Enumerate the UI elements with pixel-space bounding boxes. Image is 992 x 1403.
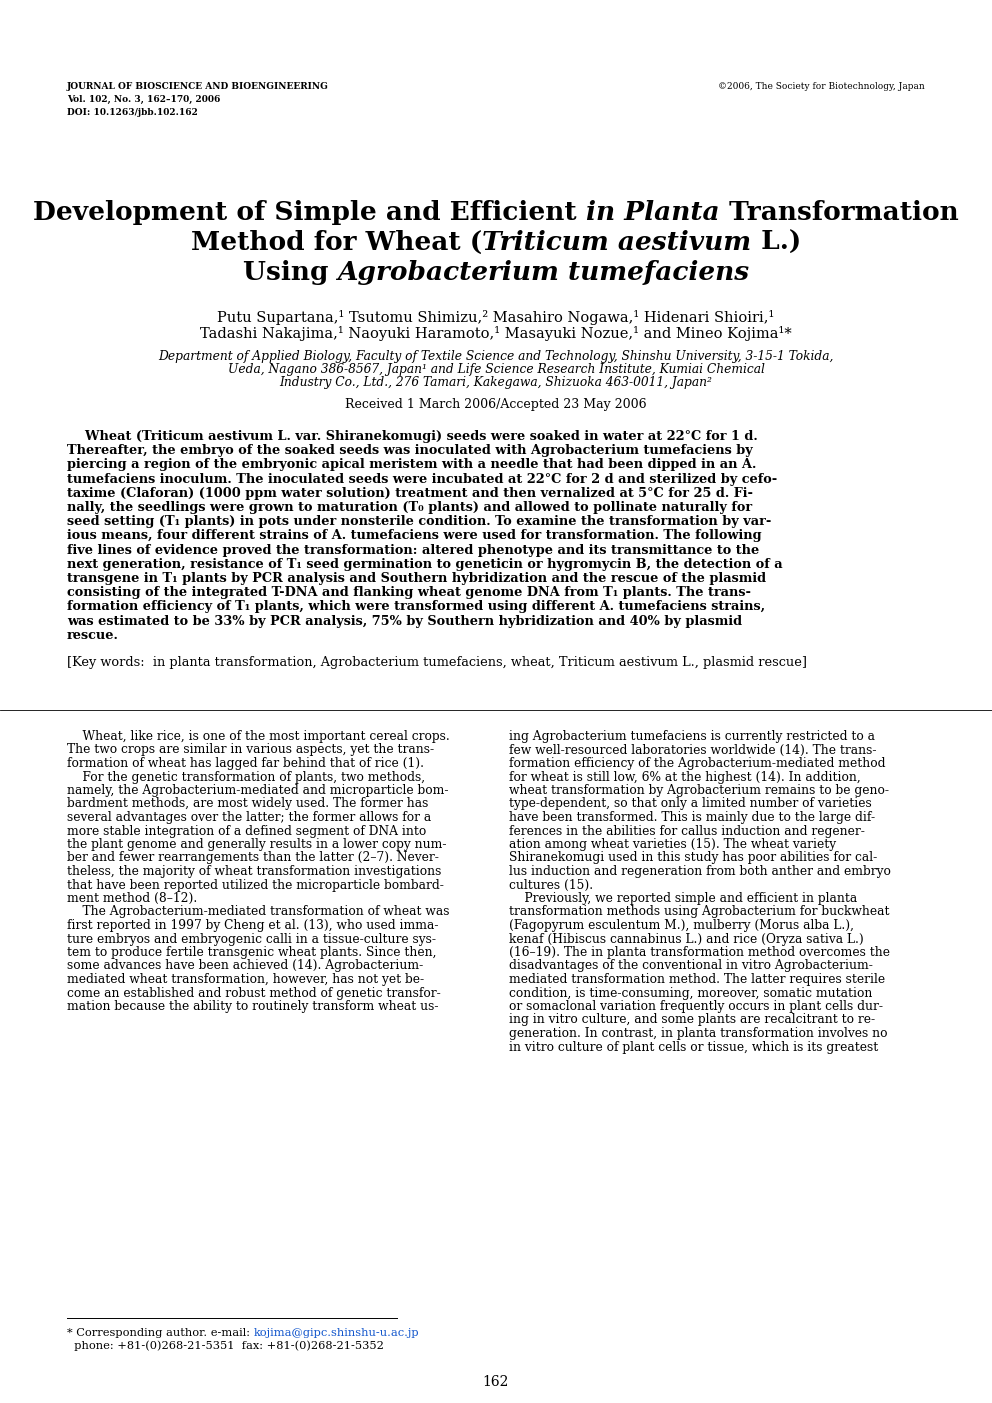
- Text: condition, is time-consuming, moreover, somatic mutation: condition, is time-consuming, moreover, …: [509, 986, 872, 999]
- Text: namely, the Agrobacterium-mediated and microparticle bom-: namely, the Agrobacterium-mediated and m…: [67, 784, 448, 797]
- Text: in Planta: in Planta: [586, 201, 720, 224]
- Text: Wheat, like rice, is one of the most important cereal crops.: Wheat, like rice, is one of the most imp…: [67, 730, 449, 744]
- Text: Wheat (Triticum aestivum L. var. Shiranekomugi) seeds were soaked in water at 22: Wheat (Triticum aestivum L. var. Shirane…: [67, 429, 758, 443]
- Text: Transformation: Transformation: [720, 201, 958, 224]
- Text: lus induction and regeneration from both anther and embryo: lus induction and regeneration from both…: [509, 866, 891, 878]
- Text: for wheat is still low, 6% at the highest (14). In addition,: for wheat is still low, 6% at the highes…: [509, 770, 861, 783]
- Text: (16–19). The in planta transformation method overcomes the: (16–19). The in planta transformation me…: [509, 946, 890, 960]
- Text: theless, the majority of wheat transformation investigations: theless, the majority of wheat transform…: [67, 866, 441, 878]
- Text: kojima@gipc.shinshu-u.ac.jp: kojima@gipc.shinshu-u.ac.jp: [254, 1329, 420, 1338]
- Text: that have been reported utilized the microparticle bombard-: that have been reported utilized the mic…: [67, 878, 443, 891]
- Text: ber and fewer rearrangements than the latter (2–7). Never-: ber and fewer rearrangements than the la…: [67, 852, 438, 864]
- Text: [Key words:  in planta transformation, Agrobacterium tumefaciens, wheat, Triticu: [Key words: in planta transformation, Ag…: [67, 657, 807, 669]
- Text: DOI: 10.1263/jbb.102.162: DOI: 10.1263/jbb.102.162: [67, 108, 197, 116]
- Text: Thereafter, the embryo of the soaked seeds was inoculated with Agrobacterium tum: Thereafter, the embryo of the soaked see…: [67, 445, 753, 457]
- Text: ation among wheat varieties (15). The wheat variety: ation among wheat varieties (15). The wh…: [509, 838, 836, 852]
- Text: rescue.: rescue.: [67, 629, 119, 641]
- Text: kenaf (Hibiscus cannabinus L.) and rice (Oryza sativa L.): kenaf (Hibiscus cannabinus L.) and rice …: [509, 933, 864, 946]
- Text: formation of wheat has lagged far behind that of rice (1).: formation of wheat has lagged far behind…: [67, 758, 424, 770]
- Text: Tadashi Nakajima,¹ Naoyuki Haramoto,¹ Masayuki Nozue,¹ and Mineo Kojima¹*: Tadashi Nakajima,¹ Naoyuki Haramoto,¹ Ma…: [200, 325, 792, 341]
- Text: some advances have been achieved (14). Agrobacterium-: some advances have been achieved (14). A…: [67, 960, 424, 972]
- Text: Shiranekomugi used in this study has poor abilities for cal-: Shiranekomugi used in this study has poo…: [509, 852, 877, 864]
- Text: * Corresponding author. e-mail:: * Corresponding author. e-mail:: [67, 1329, 254, 1338]
- Text: L.): L.): [752, 230, 801, 255]
- Text: Received 1 March 2006/Accepted 23 May 2006: Received 1 March 2006/Accepted 23 May 20…: [345, 398, 647, 411]
- Text: 162: 162: [483, 1375, 509, 1389]
- Text: transgene in T₁ plants by PCR analysis and Southern hybridization and the rescue: transgene in T₁ plants by PCR analysis a…: [67, 572, 766, 585]
- Text: Method for Wheat (: Method for Wheat (: [191, 230, 482, 255]
- Text: ing Agrobacterium tumefaciens is currently restricted to a: ing Agrobacterium tumefaciens is current…: [509, 730, 875, 744]
- Text: consisting of the integrated T-DNA and flanking wheat genome DNA from T₁ plants.: consisting of the integrated T-DNA and f…: [67, 586, 751, 599]
- Text: Using: Using: [243, 260, 337, 285]
- Text: Vol. 102, No. 3, 162–170, 2006: Vol. 102, No. 3, 162–170, 2006: [67, 95, 220, 104]
- Text: The two crops are similar in various aspects, yet the trans-: The two crops are similar in various asp…: [67, 744, 434, 756]
- Text: more stable integration of a defined segment of DNA into: more stable integration of a defined seg…: [67, 825, 427, 838]
- Text: was estimated to be 33% by PCR analysis, 75% by Southern hybridization and 40% b: was estimated to be 33% by PCR analysis,…: [67, 615, 742, 627]
- Text: The Agrobacterium-mediated transformation of wheat was: The Agrobacterium-mediated transformatio…: [67, 905, 449, 919]
- Text: seed setting (T₁ plants) in pots under nonsterile condition. To examine the tran: seed setting (T₁ plants) in pots under n…: [67, 515, 772, 528]
- Text: wheat transformation by Agrobacterium remains to be geno-: wheat transformation by Agrobacterium re…: [509, 784, 889, 797]
- Text: transformation methods using Agrobacterium for buckwheat: transformation methods using Agrobacteri…: [509, 905, 890, 919]
- Text: five lines of evidence proved the transformation: altered phenotype and its tran: five lines of evidence proved the transf…: [67, 543, 759, 557]
- Text: For the genetic transformation of plants, two methods,: For the genetic transformation of plants…: [67, 770, 426, 783]
- Text: several advantages over the latter; the former allows for a: several advantages over the latter; the …: [67, 811, 432, 824]
- Text: mediated transformation method. The latter requires sterile: mediated transformation method. The latt…: [509, 974, 885, 986]
- Text: phone: +81-(0)268-21-5351  fax: +81-(0)268-21-5352: phone: +81-(0)268-21-5351 fax: +81-(0)26…: [67, 1340, 384, 1351]
- Text: Industry Co., Ltd., 276 Tamari, Kakegawa, Shizuoka 463-0011, Japan²: Industry Co., Ltd., 276 Tamari, Kakegawa…: [280, 376, 712, 389]
- Text: formation efficiency of the Agrobacterium-mediated method: formation efficiency of the Agrobacteriu…: [509, 758, 886, 770]
- Text: next generation, resistance of T₁ seed germination to geneticin or hygromycin B,: next generation, resistance of T₁ seed g…: [67, 558, 783, 571]
- Text: mation because the ability to routinely transform wheat us-: mation because the ability to routinely …: [67, 1000, 438, 1013]
- Text: tem to produce fertile transgenic wheat plants. Since then,: tem to produce fertile transgenic wheat …: [67, 946, 436, 960]
- Text: ture embryos and embryogenic calli in a tissue-culture sys-: ture embryos and embryogenic calli in a …: [67, 933, 436, 946]
- Text: Previously, we reported simple and efficient in planta: Previously, we reported simple and effic…: [509, 892, 857, 905]
- Text: type-dependent, so that only a limited number of varieties: type-dependent, so that only a limited n…: [509, 797, 872, 811]
- Text: ©2006, The Society for Biotechnology, Japan: ©2006, The Society for Biotechnology, Ja…: [718, 81, 925, 91]
- Text: Development of Simple and Efficient: Development of Simple and Efficient: [34, 201, 586, 224]
- Text: Putu Supartana,¹ Tsutomu Shimizu,² Masahiro Nogawa,¹ Hidenari Shioiri,¹: Putu Supartana,¹ Tsutomu Shimizu,² Masah…: [217, 310, 775, 325]
- Text: piercing a region of the embryonic apical meristem with a needle that had been d: piercing a region of the embryonic apica…: [67, 459, 756, 471]
- Text: generation. In contrast, in planta transformation involves no: generation. In contrast, in planta trans…: [509, 1027, 888, 1040]
- Text: JOURNAL OF BIOSCIENCE AND BIOENGINEERING: JOURNAL OF BIOSCIENCE AND BIOENGINEERING: [67, 81, 329, 91]
- Text: Agrobacterium tumefaciens: Agrobacterium tumefaciens: [337, 260, 749, 285]
- Text: bardment methods, are most widely used. The former has: bardment methods, are most widely used. …: [67, 797, 429, 811]
- Text: ferences in the abilities for callus induction and regener-: ferences in the abilities for callus ind…: [509, 825, 865, 838]
- Text: ment method (8–12).: ment method (8–12).: [67, 892, 197, 905]
- Text: ing in vitro culture, and some plants are recalcitrant to re-: ing in vitro culture, and some plants ar…: [509, 1013, 875, 1027]
- Text: have been transformed. This is mainly due to the large dif-: have been transformed. This is mainly du…: [509, 811, 875, 824]
- Text: come an established and robust method of genetic transfor-: come an established and robust method of…: [67, 986, 440, 999]
- Text: nally, the seedlings were grown to maturation (T₀ plants) and allowed to pollina: nally, the seedlings were grown to matur…: [67, 501, 752, 513]
- Text: taxime (Claforan) (1000 ppm water solution) treatment and then vernalized at 5°C: taxime (Claforan) (1000 ppm water soluti…: [67, 487, 753, 499]
- Text: first reported in 1997 by Cheng et al. (13), who used imma-: first reported in 1997 by Cheng et al. (…: [67, 919, 438, 932]
- Text: Triticum aestivum: Triticum aestivum: [482, 230, 752, 255]
- Text: cultures (15).: cultures (15).: [509, 878, 593, 891]
- Text: disadvantages of the conventional in vitro Agrobacterium-: disadvantages of the conventional in vit…: [509, 960, 873, 972]
- Text: in vitro culture of plant cells or tissue, which is its greatest: in vitro culture of plant cells or tissu…: [509, 1041, 878, 1054]
- Text: mediated wheat transformation, however, has not yet be-: mediated wheat transformation, however, …: [67, 974, 425, 986]
- Text: few well-resourced laboratories worldwide (14). The trans-: few well-resourced laboratories worldwid…: [509, 744, 877, 756]
- Text: the plant genome and generally results in a lower copy num-: the plant genome and generally results i…: [67, 838, 446, 852]
- Text: or somaclonal variation frequently occurs in plant cells dur-: or somaclonal variation frequently occur…: [509, 1000, 883, 1013]
- Text: ious means, four different strains of A. tumefaciens were used for transformatio: ious means, four different strains of A.…: [67, 529, 762, 543]
- Text: Ueda, Nagano 386-8567, Japan¹ and Life Science Research Institute, Kumiai Chemic: Ueda, Nagano 386-8567, Japan¹ and Life S…: [227, 363, 765, 376]
- Text: formation efficiency of T₁ plants, which were transformed using different A. tum: formation efficiency of T₁ plants, which…: [67, 600, 765, 613]
- Text: Department of Applied Biology, Faculty of Textile Science and Technology, Shinsh: Department of Applied Biology, Faculty o…: [159, 349, 833, 363]
- Text: tumefaciens inoculum. The inoculated seeds were incubated at 22°C for 2 d and st: tumefaciens inoculum. The inoculated see…: [67, 473, 778, 485]
- Text: (Fagopyrum esculentum M.), mulberry (Morus alba L.),: (Fagopyrum esculentum M.), mulberry (Mor…: [509, 919, 854, 932]
